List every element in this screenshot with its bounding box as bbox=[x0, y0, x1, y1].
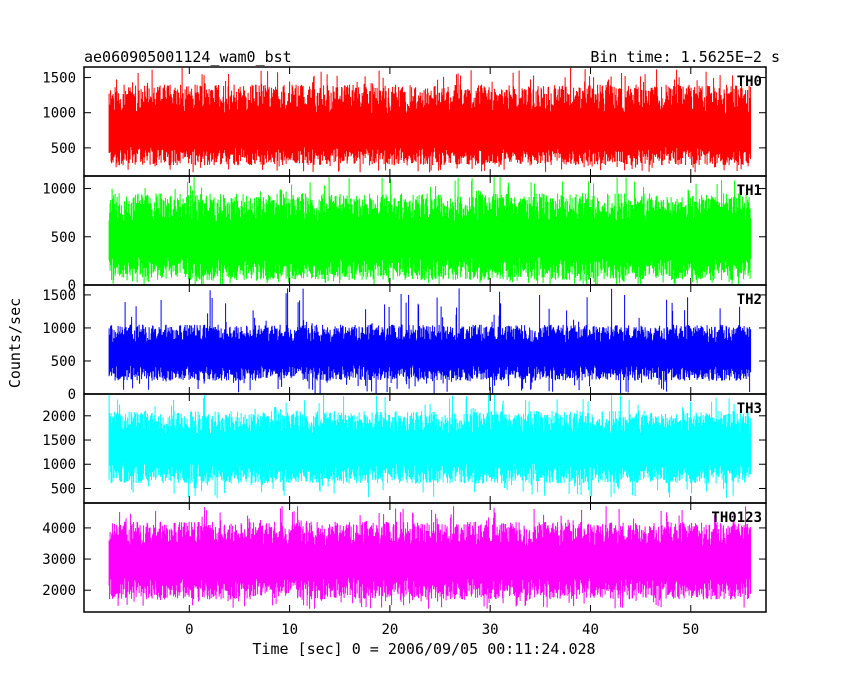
y-tick-label: 0 bbox=[68, 278, 76, 294]
y-tick-label: 1000 bbox=[42, 182, 76, 198]
y-tick-label: 4000 bbox=[42, 521, 76, 537]
y-tick-label: 2000 bbox=[42, 409, 76, 425]
x-tick-label: 20 bbox=[381, 622, 398, 638]
y-tick-label: 1500 bbox=[42, 71, 76, 87]
x-tick-label: 50 bbox=[682, 622, 699, 638]
y-tick-label: 500 bbox=[51, 354, 76, 370]
y-tick-label: 3000 bbox=[42, 552, 76, 568]
y-tick-label: 1500 bbox=[42, 288, 76, 304]
x-axis-label: Time [sec] 0 = 2006/09/05 00:11:24.028 bbox=[252, 640, 595, 658]
series-trace-th3 bbox=[108, 394, 752, 498]
y-tick-label: 2000 bbox=[42, 583, 76, 599]
series-trace-th1 bbox=[108, 176, 752, 285]
series-label-th0123: TH0123 bbox=[711, 510, 762, 526]
series-trace-th0123 bbox=[108, 506, 752, 609]
series-label-th3: TH3 bbox=[737, 401, 762, 417]
x-tick-label: 10 bbox=[281, 622, 298, 638]
y-tick-label: 1000 bbox=[42, 457, 76, 473]
y-tick-label: 500 bbox=[51, 141, 76, 157]
y-tick-label: 500 bbox=[51, 230, 76, 246]
chart-title-left: ae060905001124_wam0_bst bbox=[84, 48, 292, 66]
x-tick-label: 40 bbox=[582, 622, 599, 638]
x-tick-label: 30 bbox=[482, 622, 499, 638]
chart-title-right: Bin time: 1.5625E−2 s bbox=[590, 48, 780, 66]
y-tick-label: 500 bbox=[51, 481, 76, 497]
y-tick-label: 0 bbox=[68, 387, 76, 403]
series-trace-th0 bbox=[108, 67, 752, 173]
series-trace-th2 bbox=[108, 288, 752, 394]
series-label-th1: TH1 bbox=[737, 183, 762, 199]
y-axis-label: Counts/sec bbox=[6, 298, 24, 388]
series-label-th2: TH2 bbox=[737, 292, 762, 308]
series-label-th0: TH0 bbox=[737, 74, 762, 90]
x-tick-label: 0 bbox=[185, 622, 193, 638]
y-tick-label: 1500 bbox=[42, 433, 76, 449]
y-tick-label: 1000 bbox=[42, 321, 76, 337]
y-tick-label: 1000 bbox=[42, 106, 76, 122]
panel-frame-th0123 bbox=[83, 502, 767, 613]
